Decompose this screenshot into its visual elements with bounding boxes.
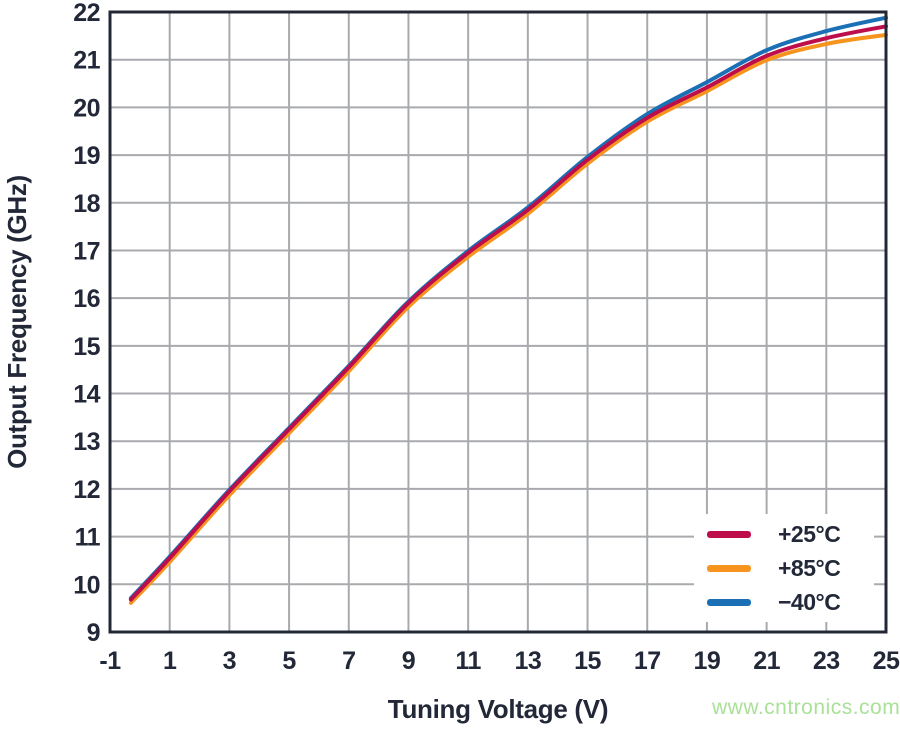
legend-swatch-minus40c-line	[707, 598, 751, 606]
y-tick-label: 12	[73, 476, 100, 504]
x-tick-label: 17	[634, 647, 661, 675]
legend-swatch-plus85c-line	[707, 564, 751, 572]
y-tick-label: 21	[73, 47, 100, 75]
y-tick-label: 20	[73, 94, 100, 122]
y-tick-label: 13	[73, 428, 100, 456]
x-tick-label: 25	[873, 647, 900, 675]
x-tick-label: 9	[402, 647, 415, 675]
y-tick-label: 9	[87, 619, 100, 647]
y-axis-title: Output Frequency (GHz)	[2, 175, 32, 469]
x-tick-label: 11	[455, 647, 481, 675]
curve-minus40c	[128, 15, 888, 601]
x-tick-label: 3	[223, 647, 236, 675]
y-tick-label: 10	[73, 571, 100, 599]
legend-row-minus40c: −40°C	[707, 588, 874, 615]
legend: +25°C +85°C −40°C	[694, 514, 874, 622]
legend-swatch-plus25c-line	[707, 530, 751, 538]
y-tick-label: 14	[73, 381, 100, 409]
legend-row-plus85c: +85°C	[707, 554, 874, 581]
legend-label-minus40c: −40°C	[778, 588, 841, 615]
y-tick-label: 19	[73, 142, 100, 170]
legend-label-plus25c: +25°C	[778, 520, 841, 547]
plot-border	[108, 10, 888, 634]
x-tick-label: 1	[163, 647, 177, 675]
legend-row-plus25c: +25°C	[707, 520, 874, 547]
x-tick-label: 15	[574, 647, 601, 675]
watermark-text: www.cntronics.com	[712, 696, 900, 719]
curve-plus85c	[128, 32, 888, 605]
x-tick-label: -1	[99, 647, 121, 675]
y-tick-label: 18	[73, 190, 100, 218]
x-tick-label: 19	[694, 647, 721, 675]
x-tick-label: 13	[514, 647, 541, 675]
y-tick-label: 22	[73, 0, 100, 27]
x-tick-label: 7	[342, 647, 355, 675]
y-tick-label: 17	[73, 237, 100, 265]
x-tick-label: 5	[282, 647, 296, 675]
y-tick-label: 16	[73, 285, 100, 313]
x-tick-label: 23	[813, 647, 840, 675]
y-tick-label: 15	[73, 333, 100, 361]
curve-plus25c	[128, 24, 888, 602]
x-axis-title: Tuning Voltage (V)	[387, 694, 609, 724]
x-tick-label: 21	[753, 647, 780, 675]
y-tick-label: 11	[75, 524, 101, 552]
legend-label-plus85c: +85°C	[778, 554, 841, 581]
